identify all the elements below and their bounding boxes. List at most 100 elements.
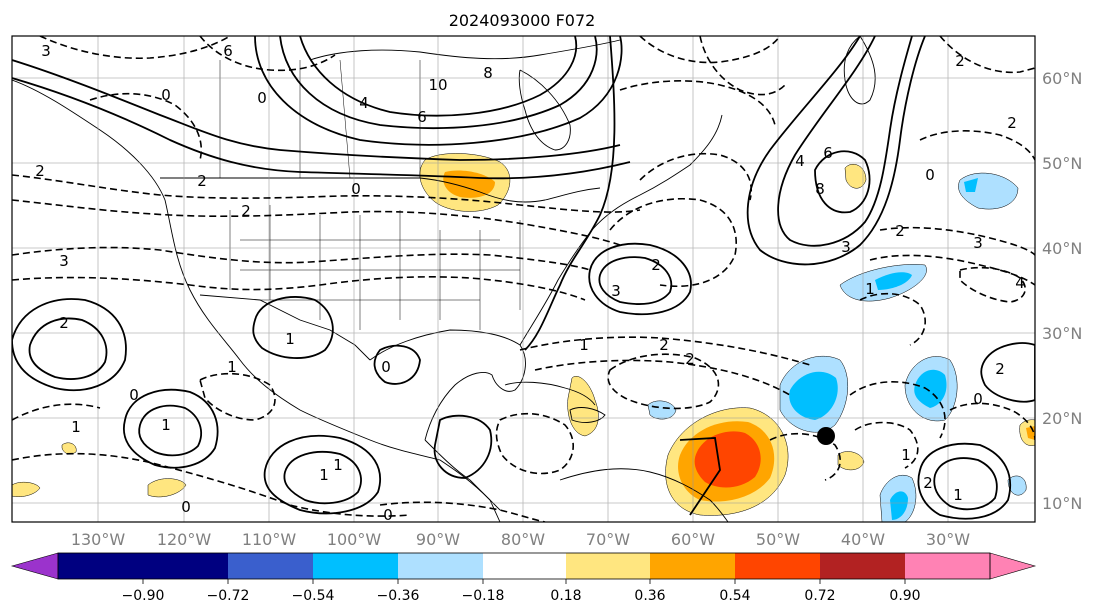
shade-yellow-spot-4 bbox=[12, 481, 41, 497]
storm-position-marker bbox=[817, 427, 835, 445]
contour-dashed-11 bbox=[639, 152, 752, 201]
contour-solid-5 bbox=[12, 77, 631, 180]
lon-tick-label: 120°W bbox=[157, 530, 212, 549]
contour-label: 2 bbox=[59, 314, 69, 332]
contour-label: 1 bbox=[71, 418, 81, 436]
contour-solid-4 bbox=[12, 59, 621, 161]
contour-solid-23 bbox=[373, 344, 421, 385]
shade-yellow-spot-2 bbox=[837, 451, 865, 471]
contour-dashed-3 bbox=[12, 246, 591, 271]
contour-solid-9 bbox=[588, 242, 692, 316]
shade-yellow-spot-3 bbox=[147, 478, 187, 498]
contour-label: 2 bbox=[197, 172, 207, 190]
contour-dashed-12 bbox=[609, 197, 737, 287]
contour-dashed-15 bbox=[879, 226, 1035, 256]
colorbar-extend-low bbox=[10, 552, 59, 580]
border-us-canada bbox=[160, 177, 601, 203]
contour-label: 1 bbox=[333, 456, 343, 474]
contour-solid-3 bbox=[254, 36, 623, 146]
lat-tick-label: 20°N bbox=[1042, 409, 1082, 428]
colorbar-frame bbox=[57, 552, 991, 580]
contour-label: 3 bbox=[841, 238, 851, 256]
contour-label: 2 bbox=[241, 202, 251, 220]
coastline-south-america bbox=[559, 468, 729, 522]
colorbar-tick-label: −0.54 bbox=[292, 588, 335, 604]
contour-solid-16 bbox=[283, 450, 362, 505]
lat-tick-label: 60°N bbox=[1042, 69, 1082, 88]
contour-solid-22 bbox=[679, 437, 721, 516]
contour-dashed-29 bbox=[854, 421, 919, 469]
map-title: 2024093000 F072 bbox=[449, 11, 596, 30]
contour-solid-8 bbox=[814, 150, 871, 214]
colorbar-bin bbox=[313, 553, 398, 579]
lon-tick-label: 70°W bbox=[586, 530, 630, 549]
contour-dashed-4 bbox=[12, 276, 586, 301]
contour-solid-20 bbox=[980, 342, 1035, 403]
lon-tick-label: 30°W bbox=[926, 530, 970, 549]
contour-label: 2 bbox=[995, 360, 1005, 378]
contour-solid-2 bbox=[279, 36, 598, 130]
contour-solid-11 bbox=[12, 298, 127, 392]
lon-tick-label: 130°W bbox=[71, 530, 126, 549]
colorbar-bin bbox=[483, 553, 566, 579]
contour-label: 1 bbox=[901, 446, 911, 464]
lon-tick-label: 60°W bbox=[671, 530, 715, 549]
contour-label: 2 bbox=[659, 336, 669, 354]
latitude-axis: 60°N 50°N 40°N 30°N 20°N 10°N bbox=[1042, 69, 1082, 513]
contour-label: 2 bbox=[923, 474, 933, 492]
colorbar-tick-label: −0.72 bbox=[207, 588, 250, 604]
colorbar-tick-label: 0.90 bbox=[889, 588, 920, 604]
shade-mid-atlantic-streak-dark bbox=[875, 272, 912, 290]
colorbar-bin bbox=[398, 553, 483, 579]
colorbar-tick-label: −0.18 bbox=[462, 588, 505, 604]
contour-label: 2 bbox=[955, 52, 965, 70]
contour-label: 1 bbox=[865, 280, 875, 298]
contour-solid-10 bbox=[598, 256, 673, 305]
contour-solid-21 bbox=[524, 36, 616, 351]
map-panel: 3 6 0 0 10 8 4 6 2 2 0 2 3 3 2 1 0 1 1 2 bbox=[11, 35, 1082, 549]
contour-label: 1 bbox=[953, 486, 963, 504]
contour-dashed-25 bbox=[379, 501, 546, 522]
contour-label: 6 bbox=[823, 144, 833, 162]
shade-se-blue-dark bbox=[890, 491, 908, 520]
contour-solid-24 bbox=[433, 414, 493, 479]
contour-label: 0 bbox=[925, 166, 935, 184]
shade-central-atlantic-blue-dark bbox=[789, 371, 838, 420]
contour-label: 2 bbox=[651, 256, 661, 274]
contour-dashed-5 bbox=[199, 36, 336, 72]
contour-dashed-22 bbox=[12, 403, 101, 421]
contour-dashed-21 bbox=[495, 412, 574, 475]
contour-dashed-26 bbox=[769, 432, 841, 481]
contour-label: 4 bbox=[359, 94, 369, 112]
shade-yellow-spot-1 bbox=[844, 164, 867, 189]
lon-tick-label: 50°W bbox=[756, 530, 800, 549]
contour-dashed-8 bbox=[619, 80, 776, 126]
contour-label: 8 bbox=[815, 180, 825, 198]
colorbar-tick-label: −0.36 bbox=[377, 588, 420, 604]
contour-label: 0 bbox=[257, 89, 267, 107]
contour-label: 0 bbox=[161, 86, 171, 104]
coastline-north-america bbox=[12, 79, 501, 522]
contour-solid-7 bbox=[777, 36, 913, 247]
contour-label: 2 bbox=[895, 222, 905, 240]
contour-label: 1 bbox=[227, 358, 237, 376]
border-us-mexico bbox=[199, 294, 371, 361]
colorbar-ticks bbox=[142, 579, 906, 584]
contour-label: 0 bbox=[129, 386, 139, 404]
contour-dashed-14 bbox=[919, 130, 1035, 161]
contour-label: 0 bbox=[973, 390, 983, 408]
contour-solid-1 bbox=[299, 36, 578, 117]
contour-label: 2 bbox=[685, 350, 695, 368]
border-canada-provinces bbox=[219, 59, 421, 179]
contour-dashed-27 bbox=[849, 381, 946, 439]
contour-dashed-30 bbox=[949, 402, 1035, 441]
coastline-hispaniola bbox=[569, 407, 606, 423]
contour-dashed-2 bbox=[12, 199, 621, 246]
contour-label: 2 bbox=[1007, 114, 1017, 132]
shade-atlantic-red bbox=[694, 431, 761, 488]
colorbar-tick-label: −0.90 bbox=[122, 588, 165, 604]
lat-tick-label: 50°N bbox=[1042, 154, 1082, 173]
shade-east-atlantic-blue-dark bbox=[914, 369, 947, 408]
contour-label: 1 bbox=[285, 330, 295, 348]
colorbar-bin bbox=[735, 553, 820, 579]
